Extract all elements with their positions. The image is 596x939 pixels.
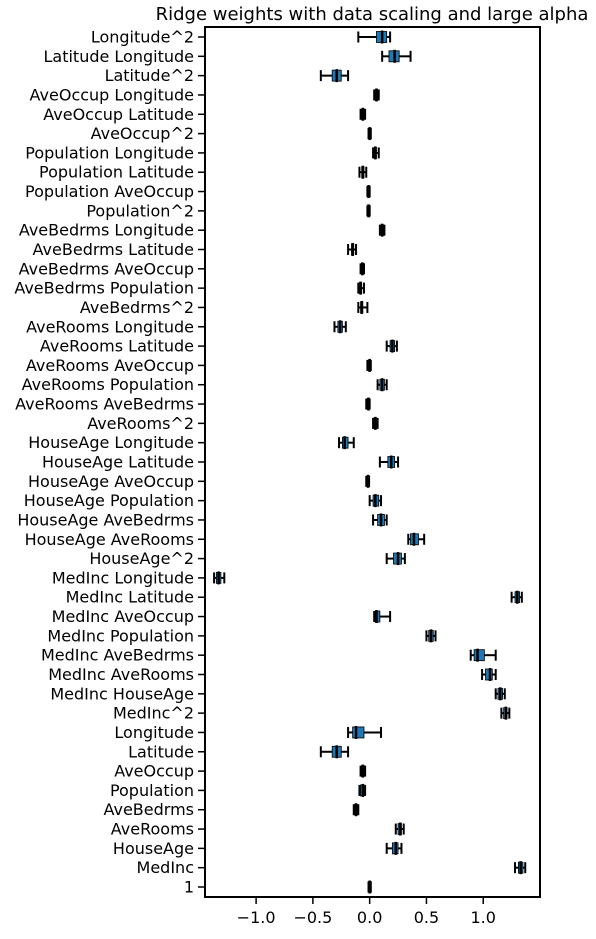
x-tick-label: 0.5 (414, 908, 439, 927)
y-tick-label: MedInc HouseAge (50, 684, 194, 703)
y-tick-label: HouseAge Population (24, 491, 194, 510)
x-tick-label: 1.0 (470, 908, 495, 927)
x-tick-label: −1.0 (237, 908, 276, 927)
y-tick-label: AveRooms AveBedrms (15, 395, 194, 414)
y-tick-label: Population Longitude (25, 143, 194, 162)
y-tick-label: Population (110, 781, 194, 800)
y-tick-label: MedInc Latitude (66, 588, 194, 607)
y-tick-label: AveBedrms^2 (80, 298, 194, 317)
y-tick-label: AveOccup^2 (91, 124, 194, 143)
y-tick-label: MedInc AveRooms (48, 665, 194, 684)
y-tick-label: AveOccup Latitude (43, 105, 194, 124)
y-tick-label: Longitude^2 (91, 28, 194, 47)
y-tick-label: AveBedrms (103, 800, 194, 819)
y-tick-label: Longitude (114, 723, 194, 742)
y-tick-label: AveOccup Longitude (30, 85, 194, 104)
y-tick-label: Population AveOccup (25, 182, 194, 201)
y-tick-label: HouseAge^2 (89, 549, 194, 568)
box-longitude (352, 726, 365, 739)
y-tick-label: AveBedrms Longitude (19, 221, 194, 240)
y-tick-label: 1 (184, 878, 194, 897)
y-tick-label: HouseAge AveOccup (28, 472, 194, 491)
y-tick-label: AveRooms Population (22, 375, 194, 394)
y-tick-label: AveRooms (111, 820, 194, 839)
y-tick-label: Population Latitude (39, 163, 194, 182)
box-medinc-avebedrms (473, 649, 485, 662)
y-tick-label: AveRooms^2 (87, 414, 194, 433)
y-tick-label: HouseAge Latitude (42, 453, 194, 472)
chart-title: Ridge weights with data scaling and larg… (156, 4, 589, 25)
y-tick-label: AveBedrms AveOccup (19, 259, 194, 278)
axes-frame (204, 26, 541, 898)
y-tick-label: AveRooms Latitude (40, 337, 194, 356)
y-tick-label: AveOccup (114, 762, 194, 781)
x-tick-label: −0.5 (293, 908, 332, 927)
y-tick-label: AveRooms AveOccup (26, 356, 194, 375)
y-tick-label: HouseAge AveBedrms (17, 510, 194, 529)
y-tick-label: Latitude^2 (105, 66, 194, 85)
y-tick-label: AveBedrms Population (14, 279, 194, 298)
y-tick-label: MedInc (137, 858, 194, 877)
y-tick-label: MedInc AveBedrms (41, 646, 194, 665)
y-tick-label: Latitude Longitude (43, 47, 194, 66)
y-tick-label: MedInc AveOccup (52, 607, 194, 626)
x-tick-label: 0.0 (357, 908, 382, 927)
y-tick-label: Latitude (128, 742, 194, 761)
y-tick-label: Population^2 (86, 201, 194, 220)
y-tick-label: AveBedrms Latitude (33, 240, 194, 259)
y-tick-label: HouseAge Longitude (28, 433, 194, 452)
y-tick-label: MedInc Population (47, 626, 194, 645)
y-tick-label: AveRooms Longitude (26, 317, 194, 336)
y-tick-label: HouseAge AveRooms (25, 530, 194, 549)
y-tick-label: MedInc^2 (113, 704, 194, 723)
y-tick-label: MedInc Longitude (52, 568, 194, 587)
y-tick-label: HouseAge (113, 839, 194, 858)
